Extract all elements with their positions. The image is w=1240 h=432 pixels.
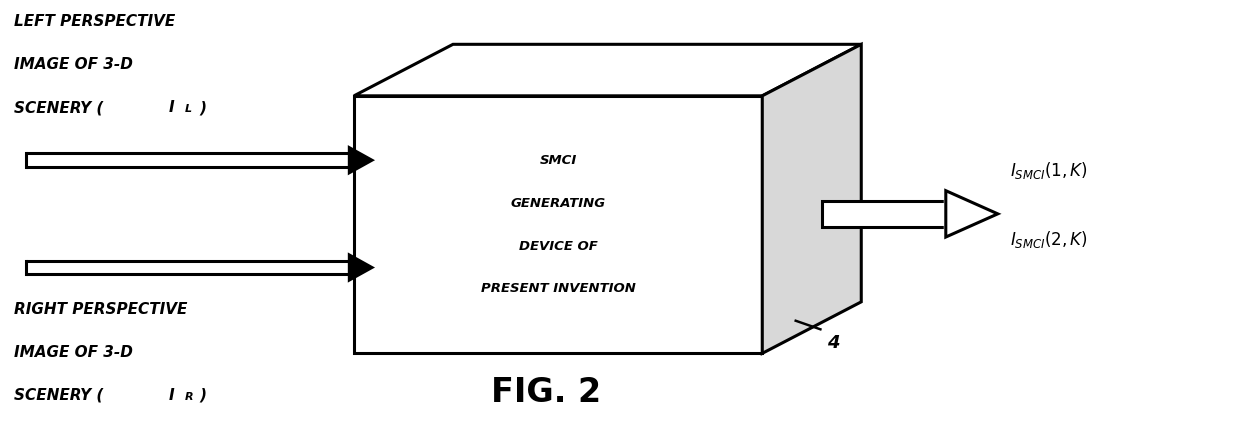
Text: IMAGE OF 3-D: IMAGE OF 3-D xyxy=(14,345,133,360)
Text: I: I xyxy=(169,100,174,115)
Text: RIGHT PERSPECTIVE: RIGHT PERSPECTIVE xyxy=(14,302,187,317)
Polygon shape xyxy=(353,44,862,96)
Text: ): ) xyxy=(200,388,206,403)
Polygon shape xyxy=(763,44,862,353)
Text: R: R xyxy=(185,392,193,402)
Text: L: L xyxy=(185,105,192,114)
Polygon shape xyxy=(347,252,374,283)
Text: $\mathit{I}_{SMCI}(2,K)$: $\mathit{I}_{SMCI}(2,K)$ xyxy=(1011,229,1087,250)
Polygon shape xyxy=(822,201,946,227)
Text: $\mathit{I}_{SMCI}(1,K)$: $\mathit{I}_{SMCI}(1,K)$ xyxy=(1011,160,1087,181)
Text: ): ) xyxy=(200,100,206,115)
Text: SCENERY (: SCENERY ( xyxy=(14,100,103,115)
Text: FIG. 2: FIG. 2 xyxy=(491,376,601,409)
Polygon shape xyxy=(946,191,998,237)
Text: DEVICE OF: DEVICE OF xyxy=(518,240,598,253)
Polygon shape xyxy=(353,96,763,353)
Text: SCENERY (: SCENERY ( xyxy=(14,388,103,403)
Polygon shape xyxy=(347,145,374,175)
Text: GENERATING: GENERATING xyxy=(511,197,605,210)
Text: PRESENT INVENTION: PRESENT INVENTION xyxy=(481,283,636,295)
Text: LEFT PERSPECTIVE: LEFT PERSPECTIVE xyxy=(14,14,175,29)
Text: IMAGE OF 3-D: IMAGE OF 3-D xyxy=(14,57,133,72)
Text: SMCI: SMCI xyxy=(539,154,577,167)
Text: I: I xyxy=(169,388,174,403)
Text: 4: 4 xyxy=(827,334,839,352)
